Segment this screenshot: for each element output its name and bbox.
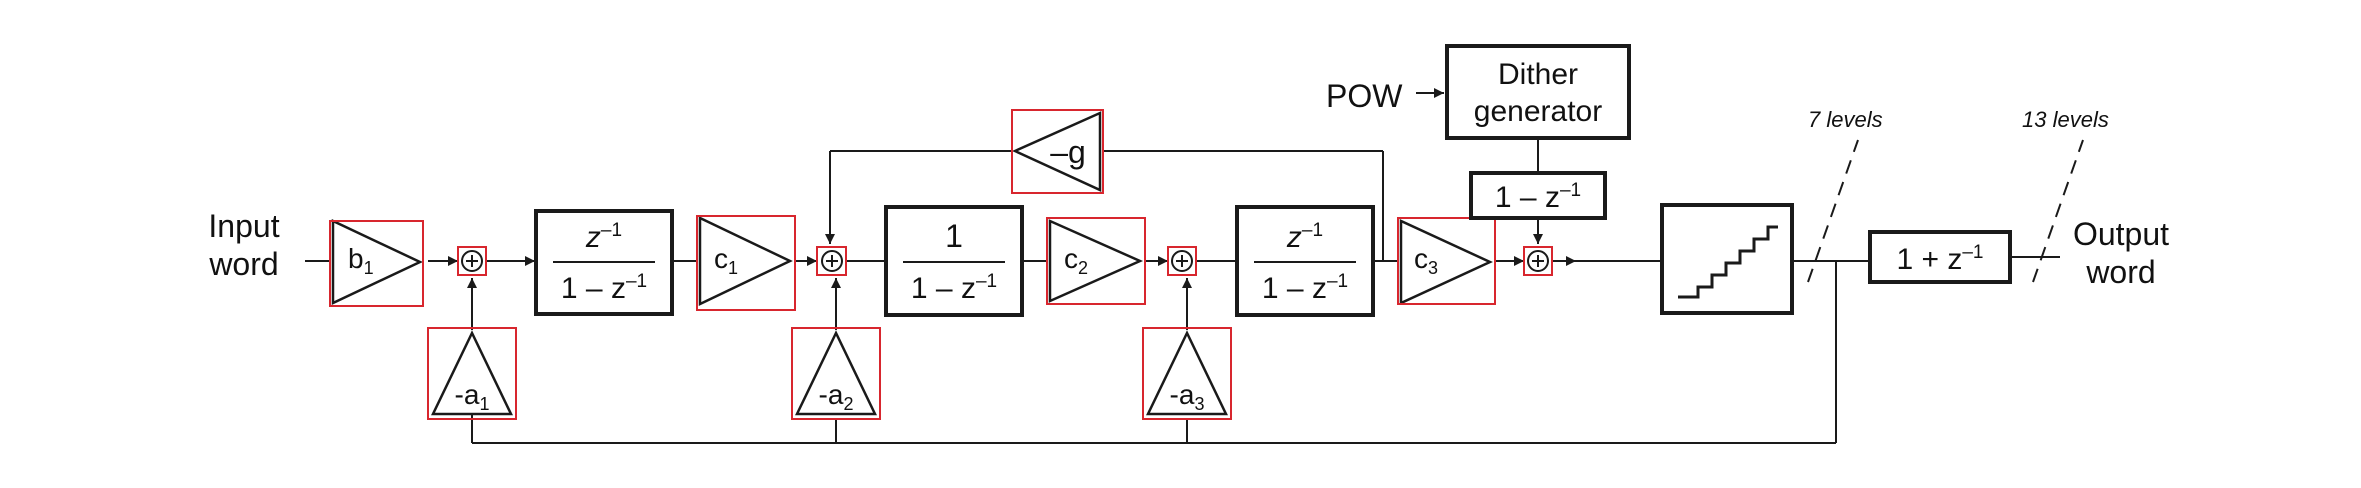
gain-c1: c1 bbox=[696, 215, 796, 311]
output-label-line1: Output bbox=[2073, 216, 2169, 252]
gain-a1-label: -a1 bbox=[455, 379, 490, 414]
pow-label: POW bbox=[1326, 78, 1403, 114]
level-annotations: 7 levels 13 levels bbox=[1807, 107, 2109, 283]
levels-in-label: 7 levels bbox=[1808, 107, 1883, 132]
gain-c3-label: c3 bbox=[1414, 243, 1438, 278]
integrator-2-numerator: 1 bbox=[945, 218, 963, 254]
gain-c1-label: c1 bbox=[714, 243, 738, 278]
dither-filter-block: 1 – z–1 bbox=[1469, 171, 1607, 220]
dither-label-line1: Dither bbox=[1498, 58, 1578, 91]
integrator-3-numerator: z–1 bbox=[1286, 220, 1323, 254]
gain-b1-label: b1 bbox=[348, 243, 374, 278]
integrator-2-denominator: 1 – z–1 bbox=[911, 271, 997, 305]
gain-a3: -a3 bbox=[1142, 327, 1232, 420]
integrator-3-block: z–1 1 – z–1 bbox=[1235, 205, 1375, 317]
gain-a2-label: -a2 bbox=[819, 379, 854, 414]
gain-c3: c3 bbox=[1397, 217, 1496, 305]
output-filter-block: 1 + z–1 bbox=[1868, 230, 2012, 284]
gain-a2: -a2 bbox=[791, 327, 881, 420]
integrator-1-block: z–1 1 – z–1 bbox=[534, 209, 674, 316]
output-label-line2: word bbox=[2085, 254, 2155, 290]
dither-generator-block: Dither generator bbox=[1445, 44, 1631, 140]
arrow-heads bbox=[448, 88, 1576, 288]
gain-b1: b1 bbox=[329, 219, 424, 307]
gain-g-label: –g bbox=[1050, 134, 1086, 170]
integrator-3-denominator: 1 – z–1 bbox=[1262, 271, 1348, 305]
integrator-1-denominator: 1 – z–1 bbox=[561, 271, 647, 305]
summing-junction-2 bbox=[816, 246, 847, 276]
dither-filter-label: 1 – z–1 bbox=[1495, 180, 1581, 214]
gain-a3-label: -a3 bbox=[1170, 379, 1205, 414]
staircase-icon bbox=[1678, 225, 1778, 299]
summing-junction-1 bbox=[457, 246, 487, 276]
gain-g: –g bbox=[1011, 109, 1104, 194]
summing-junction-3 bbox=[1167, 246, 1197, 276]
output-filter-label: 1 + z–1 bbox=[1896, 242, 1983, 276]
integrator-2-block: 1 1 – z–1 bbox=[884, 205, 1024, 317]
gain-a1: -a1 bbox=[427, 327, 517, 420]
levels-out-label: 13 levels bbox=[2022, 107, 2109, 132]
gain-c2-label: c2 bbox=[1064, 243, 1088, 278]
output-word-label: Output word bbox=[2073, 216, 2169, 290]
quantizer-block bbox=[1660, 203, 1794, 315]
input-word-label: Input word bbox=[208, 208, 279, 282]
dither-label-line2: generator bbox=[1474, 95, 1602, 128]
gain-c2: c2 bbox=[1046, 217, 1146, 305]
summing-junction-dither bbox=[1523, 246, 1553, 276]
integrator-1-numerator: z–1 bbox=[585, 220, 622, 254]
input-label-line2: word bbox=[208, 246, 278, 282]
input-label-line1: Input bbox=[208, 208, 279, 244]
